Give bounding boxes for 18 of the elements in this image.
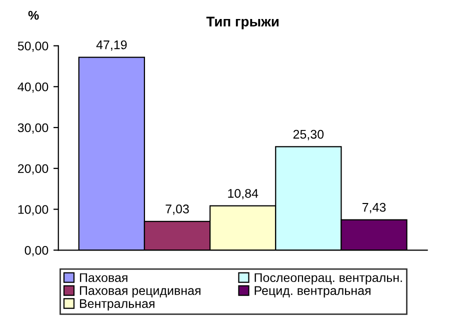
- legend-label: Послеоперац. вентральн.: [254, 273, 402, 285]
- legend-label: Паховая рецидивная: [80, 286, 200, 298]
- data-label: 7,03: [166, 204, 189, 215]
- data-label: 47,19: [96, 40, 127, 51]
- y-tick-label: 40,00: [18, 82, 48, 93]
- chart-title: Тип грыжи: [206, 16, 279, 30]
- data-label: 7,43: [362, 202, 386, 214]
- y-tick-label: 10,00: [18, 205, 48, 216]
- data-label: 10,84: [228, 188, 258, 200]
- legend-label: Рецид. вентральная: [254, 286, 370, 298]
- y-tick-label: 30,00: [18, 123, 48, 134]
- legend-label: Вентральная: [80, 299, 154, 310]
- legend-label: Паховая: [80, 273, 128, 282]
- y-axis-title: %: [28, 10, 39, 20]
- data-label: 25,30: [293, 130, 324, 140]
- y-tick-label: 50,00: [18, 42, 48, 52]
- y-tick-label: 20,00: [18, 164, 48, 175]
- y-tick-label: 0,00: [24, 246, 48, 256]
